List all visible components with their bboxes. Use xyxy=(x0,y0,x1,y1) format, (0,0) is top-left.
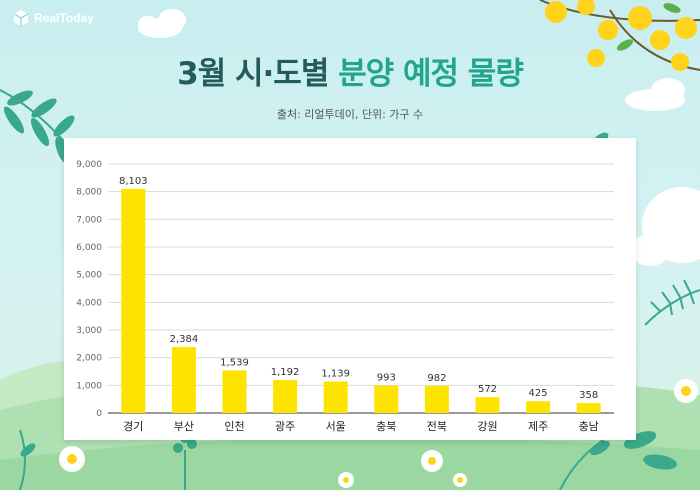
y-tick-label: 8,000 xyxy=(76,188,102,198)
x-tick-label: 전북 xyxy=(427,420,447,433)
data-label: 572 xyxy=(478,384,497,395)
y-tick-label: 6,000 xyxy=(76,243,102,253)
bar xyxy=(475,397,500,413)
bar xyxy=(323,381,348,413)
x-tick-label: 충남 xyxy=(579,420,599,433)
y-tick-label: 1,000 xyxy=(76,381,102,391)
bar xyxy=(526,401,551,413)
y-tick-label: 0 xyxy=(96,409,102,419)
plant-icon xyxy=(19,429,677,490)
data-label: 993 xyxy=(377,373,396,384)
y-tick-label: 7,000 xyxy=(76,215,102,225)
data-label: 358 xyxy=(579,390,598,401)
cube-logo-icon xyxy=(13,10,29,26)
y-tick-label: 2,000 xyxy=(76,354,102,364)
cloud-icon xyxy=(138,9,186,38)
title-part-2: 분양 예정 물량 xyxy=(338,56,524,92)
y-tick-label: 4,000 xyxy=(76,298,102,308)
bar xyxy=(374,385,399,413)
x-tick-label: 부산 xyxy=(174,420,194,433)
x-tick-label: 경기 xyxy=(123,420,143,433)
brand-name: RealToday xyxy=(34,11,94,25)
cloud-icon xyxy=(630,187,700,266)
title-part-1: 3월 시·도별 xyxy=(177,56,329,92)
x-tick-label: 제주 xyxy=(528,420,548,433)
data-label: 8,103 xyxy=(119,176,148,187)
source-note: 출처: 리얼투데이, 단위: 가구 수 xyxy=(276,108,424,121)
data-label: 2,384 xyxy=(170,334,199,345)
cloud-icon xyxy=(625,78,685,111)
y-tick-label: 9,000 xyxy=(76,160,102,170)
x-tick-label: 충북 xyxy=(376,420,396,433)
bar xyxy=(273,380,298,413)
bar xyxy=(222,370,247,413)
bar xyxy=(576,403,601,413)
data-label: 1,192 xyxy=(271,367,300,378)
data-label: 982 xyxy=(427,373,446,384)
x-tick-label: 인천 xyxy=(224,419,244,433)
y-tick-label: 3,000 xyxy=(76,326,102,336)
data-label: 425 xyxy=(529,388,548,399)
brand-logo: RealToday xyxy=(12,9,94,27)
bar xyxy=(121,188,146,413)
data-label: 1,539 xyxy=(220,357,249,368)
forsythia-flower-icon xyxy=(539,0,700,148)
fern-leaf-icon xyxy=(644,279,700,326)
chart-card: 0 1,000 2,000 3,000 4,000 5,000 6,000 7,000 8,00… xyxy=(64,138,636,440)
bar-chart: 0 1,000 2,000 3,000 4,000 5,000 6,000 7,000 8,00… xyxy=(76,160,614,433)
x-tick-label: 강원 xyxy=(477,420,497,433)
bar xyxy=(171,347,196,413)
data-label: 1,139 xyxy=(321,368,350,379)
page-title: 3월 시·도별 분양 예정 물량 xyxy=(0,48,700,93)
daisy-flower-icon xyxy=(59,379,698,488)
bar xyxy=(424,385,449,413)
x-tick-label: 서울 xyxy=(326,420,346,433)
y-tick-label: 5,000 xyxy=(76,271,102,281)
x-tick-label: 광주 xyxy=(275,420,295,433)
